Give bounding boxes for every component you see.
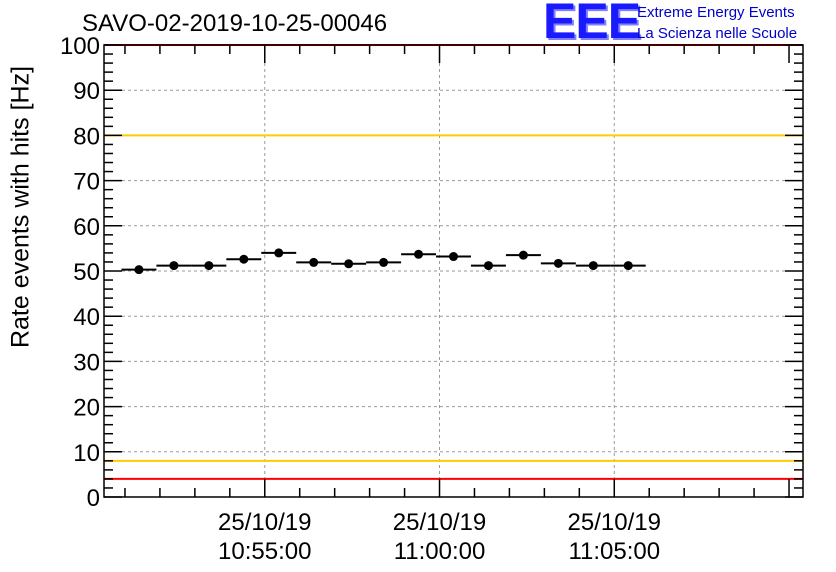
y-tick-label: 20 bbox=[73, 395, 100, 422]
y-tick-label: 40 bbox=[73, 304, 100, 331]
x-tick-label-time: 11:05:00 bbox=[568, 538, 660, 565]
y-tick-label: 30 bbox=[73, 349, 100, 376]
y-tick-label: 10 bbox=[73, 440, 100, 467]
data-point bbox=[169, 261, 179, 271]
data-point bbox=[379, 257, 389, 267]
x-tick-label-date: 25/10/19 bbox=[218, 509, 311, 536]
data-point bbox=[588, 261, 598, 271]
y-tick-label: 80 bbox=[73, 123, 100, 150]
data-point bbox=[134, 265, 144, 275]
logo-line-2: La Scienza nelle Scuole bbox=[637, 25, 798, 42]
y-tick-label: 90 bbox=[73, 78, 100, 105]
data-point bbox=[239, 254, 249, 264]
y-tick-label: 100 bbox=[60, 33, 100, 60]
x-tick-label-time: 10:55:00 bbox=[218, 538, 311, 565]
x-tick-label-date: 25/10/19 bbox=[568, 509, 661, 536]
data-point bbox=[344, 259, 354, 269]
logo-line-1: Extreme Energy Events bbox=[637, 4, 795, 21]
data-point bbox=[274, 248, 284, 258]
data-point bbox=[483, 261, 493, 271]
data-point bbox=[449, 252, 458, 262]
chart-title: SAVO-02-2019-10-25-00046 bbox=[82, 10, 388, 37]
eee-logo: EEE bbox=[543, 0, 641, 49]
data-point bbox=[309, 257, 319, 267]
y-tick-label: 0 bbox=[87, 485, 100, 512]
x-tick-label-date: 25/10/19 bbox=[393, 509, 486, 536]
y-tick-label: 50 bbox=[73, 259, 100, 286]
data-point bbox=[518, 250, 528, 260]
plot-frame bbox=[103, 44, 804, 498]
data-point bbox=[623, 261, 633, 271]
y-axis-label: Rate events with hits [Hz] bbox=[6, 65, 35, 349]
y-tick-label: 70 bbox=[73, 169, 100, 196]
x-tick-label-time: 11:00:00 bbox=[394, 538, 486, 565]
data-point bbox=[553, 258, 563, 268]
data-point bbox=[414, 249, 424, 259]
y-tick-label: 60 bbox=[73, 214, 100, 241]
data-point bbox=[204, 261, 214, 271]
